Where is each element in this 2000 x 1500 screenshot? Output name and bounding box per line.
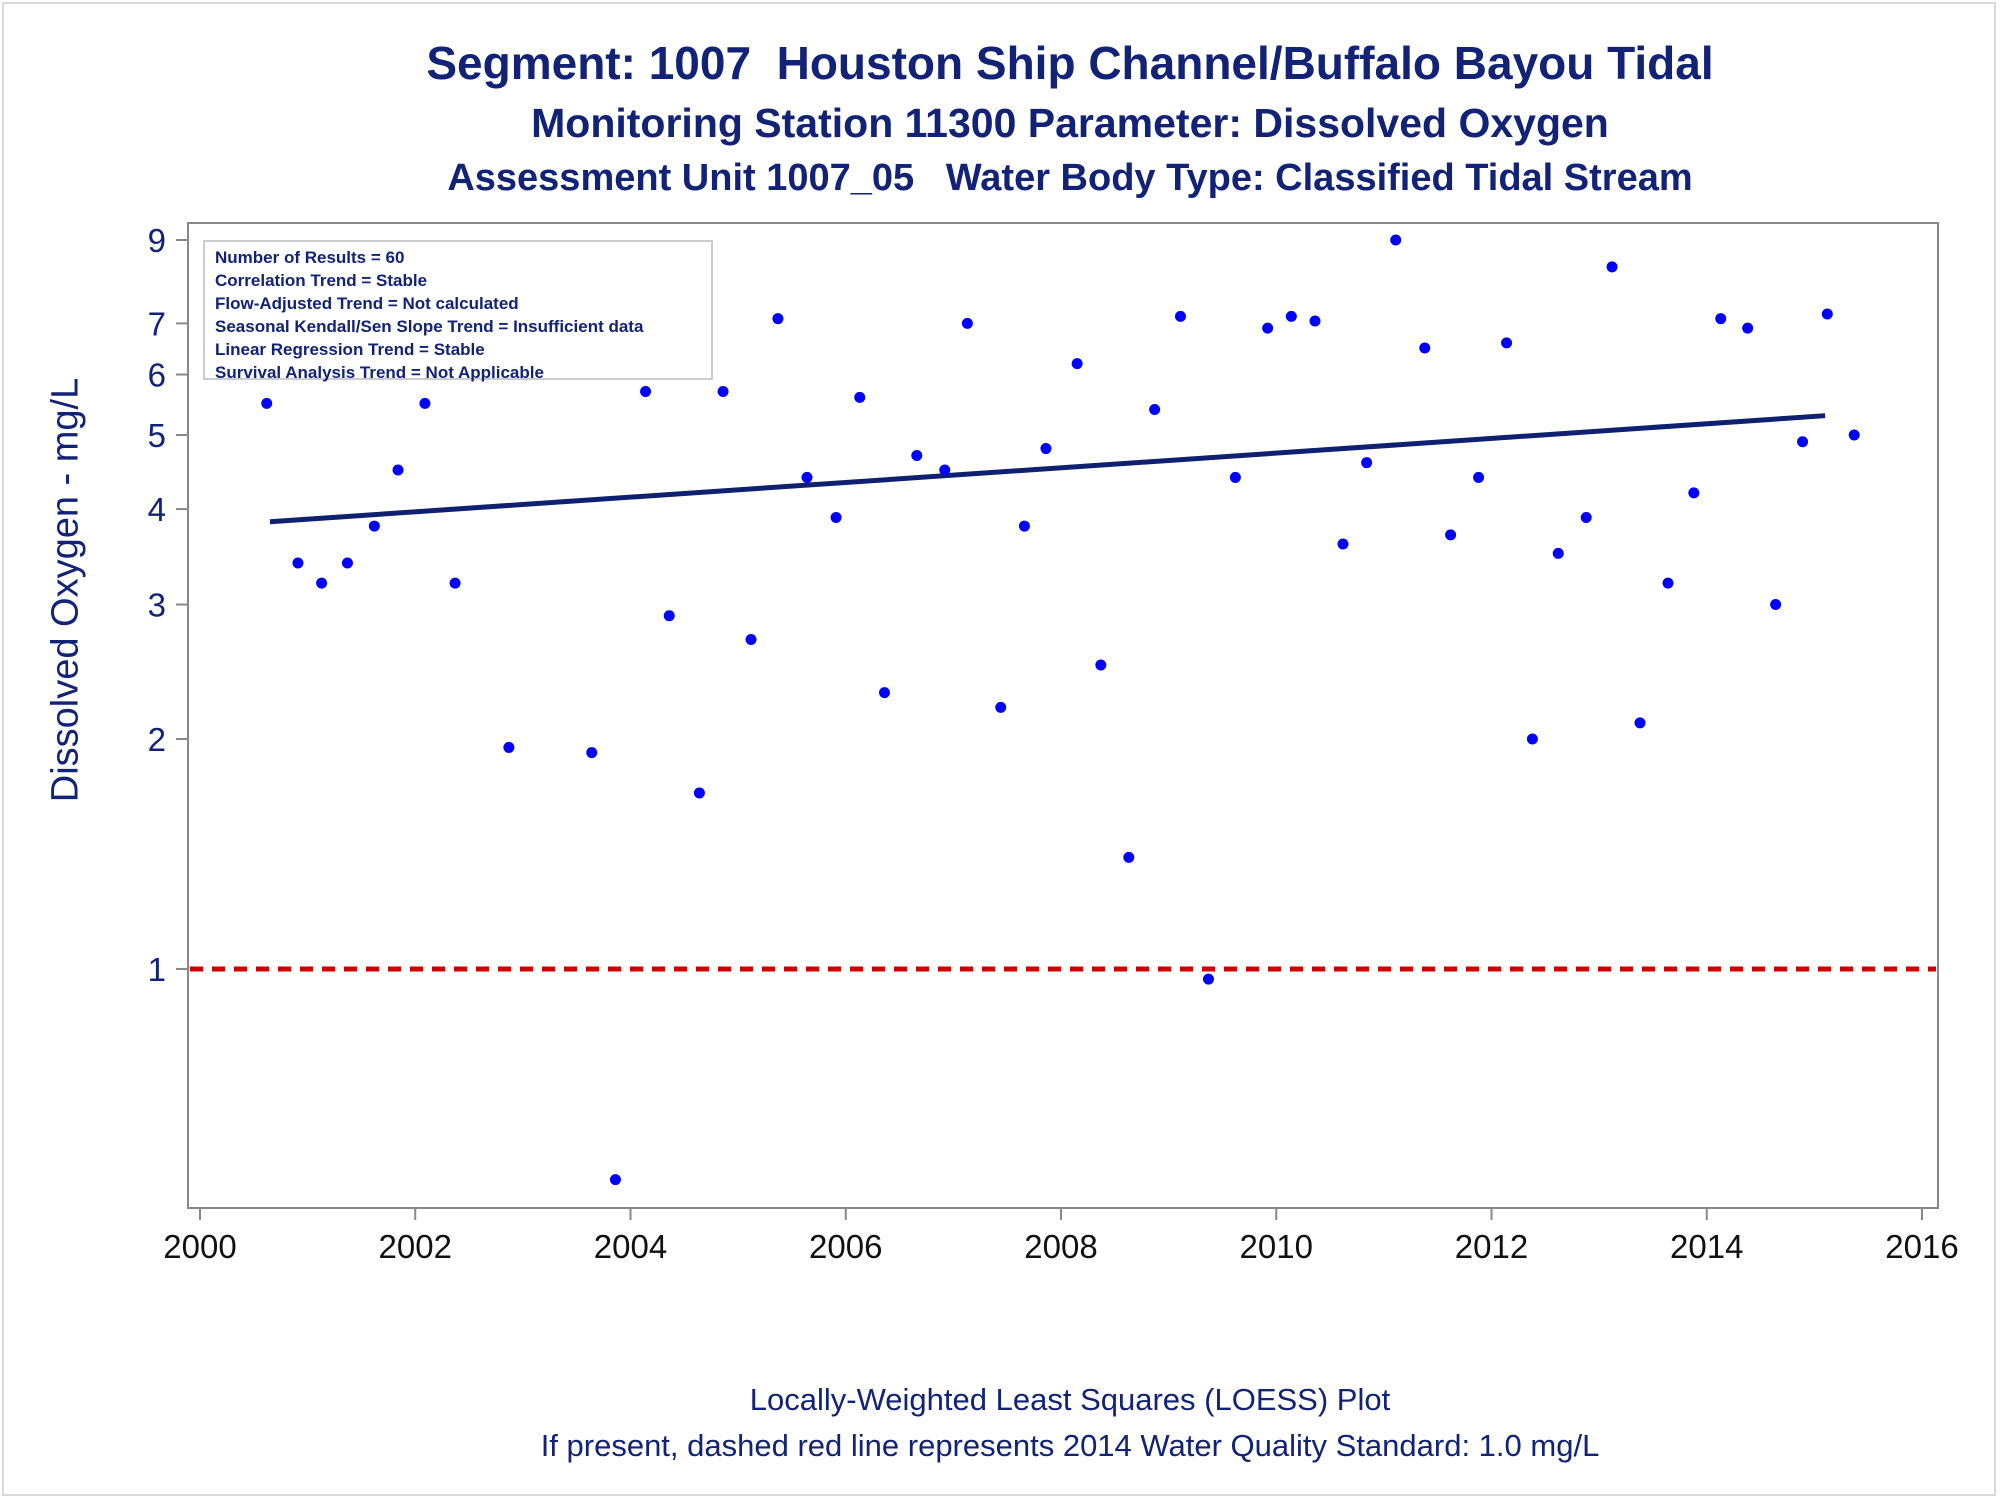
stats-line: Survival Analysis Trend = Not Applicable [215,363,544,382]
stats-box: Number of Results = 60 Correlation Trend… [203,240,713,382]
data-point [717,386,729,398]
chart-title: Segment: 1007 Houston Ship Channel/Buffa… [426,37,1714,89]
data-point [1040,443,1052,455]
data-point [1361,457,1373,469]
y-tick-label: 1 [148,951,166,988]
data-point [1770,599,1782,610]
data-point [854,391,866,403]
data-point [1202,973,1214,985]
data-point [801,471,813,483]
data-point [1742,322,1754,334]
data-point [449,577,461,589]
footnote-plot-type: Locally-Weighted Least Squares (LOESS) P… [749,1382,1391,1417]
data-point [341,557,353,569]
y-tick-label: 5 [148,417,166,454]
data-point [1715,313,1727,325]
data-point [995,701,1007,713]
stats-line: Number of Results = 60 [215,248,405,267]
stats-line: Correlation Trend = Stable [215,271,428,290]
y-tick-label: 2 [148,721,166,758]
data-point [830,511,842,523]
data-point [1419,342,1431,354]
stats-line: Linear Regression Trend = Stable [215,340,485,359]
data-point [1821,308,1833,320]
data-point [745,633,757,645]
x-tick-label: 2002 [379,1228,452,1265]
x-tick-label: 2008 [1024,1228,1097,1265]
loess-trend-line [269,413,1826,525]
x-tick-label: 2010 [1240,1228,1313,1265]
chart-subtitle-2: Assessment Unit 1007_05 Water Body Type:… [447,157,1693,199]
chart-subtitle: Monitoring Station 11300 Parameter: Diss… [531,100,1609,146]
x-tick-label: 2016 [1885,1228,1958,1265]
data-point [1662,577,1674,589]
data-point [1526,733,1538,745]
data-point [503,741,515,753]
data-point [1606,261,1618,273]
y-tick-label: 9 [148,222,166,259]
data-point [640,386,652,398]
x-tick-label: 2014 [1670,1228,1743,1265]
data-point [1390,234,1402,246]
y-tick-label: 7 [148,305,166,342]
data-point [1552,547,1564,559]
plot-area-border [187,222,1939,1209]
data-point [1473,471,1485,483]
y-tick-label: 6 [148,357,166,394]
y-tick-label: 4 [148,491,166,528]
data-point [961,317,973,329]
data-point [1018,520,1030,532]
data-point [1229,471,1241,483]
data-point [1095,659,1107,671]
data-point [1797,436,1809,448]
data-point [609,1174,621,1186]
data-point [1688,487,1700,499]
stats-line: Seasonal Kendall/Sen Slope Trend = Insuf… [215,317,644,336]
data-point [1262,322,1274,334]
data-point [1309,315,1321,327]
data-point [663,610,675,622]
data-point [392,464,404,476]
data-point [1580,511,1592,523]
data-point [911,450,923,462]
data-point [1337,538,1349,550]
x-tick-label: 2004 [594,1228,667,1265]
data-point [772,313,784,325]
data-point [368,520,380,532]
data-point [693,787,705,799]
footnote-standard: If present, dashed red line represents 2… [540,1428,1600,1463]
data-point [1848,429,1860,441]
x-tick-label: 2006 [809,1228,882,1265]
x-tick-label: 2012 [1455,1228,1528,1265]
data-point [1149,403,1161,415]
data-point [939,464,951,476]
x-tick-label: 2000 [163,1228,236,1265]
data-point [1445,529,1457,541]
data-point [292,557,304,569]
y-tick-label: 3 [148,587,166,624]
data-point [1123,851,1135,863]
data-point [586,747,598,759]
data-point [316,577,328,589]
data-point [1071,358,1083,370]
data-point [1174,310,1186,322]
data-point [261,397,273,409]
data-point [878,687,890,699]
data-point [419,397,431,409]
data-point [1501,337,1513,349]
stats-line: Flow-Adjusted Trend = Not calculated [215,294,519,313]
data-point [1634,717,1646,729]
data-point [1285,310,1297,322]
